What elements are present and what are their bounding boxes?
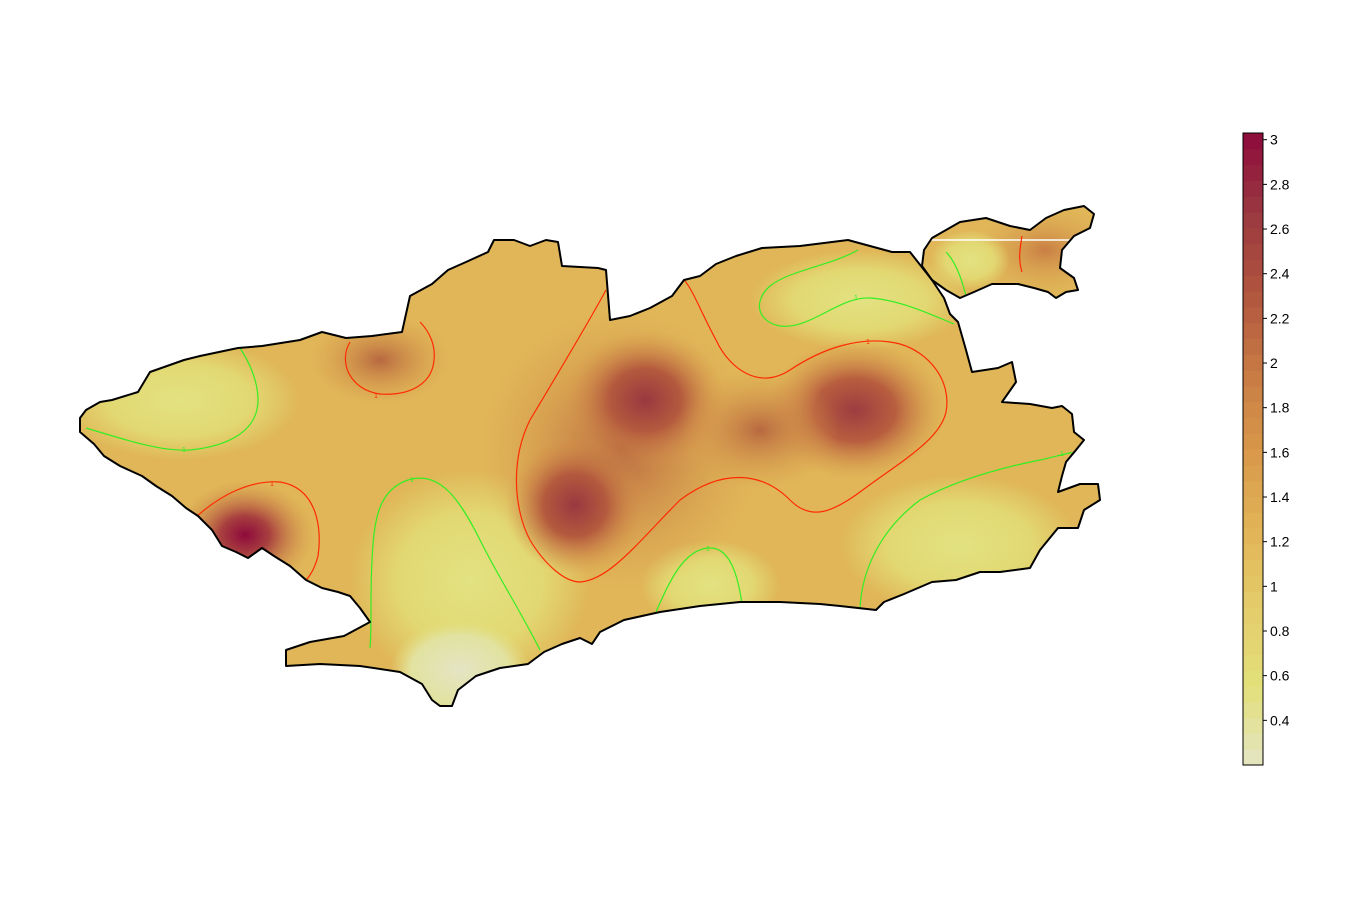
color-scale-band	[1243, 275, 1263, 292]
color-scale-band	[1243, 496, 1263, 513]
color-scale-band	[1243, 512, 1263, 529]
color-scale-band	[1243, 464, 1263, 482]
contour-green-northeast	[758, 249, 955, 327]
color-scale-band	[1243, 654, 1263, 671]
color-scale-band	[1243, 575, 1263, 592]
color-scale-band	[1243, 480, 1263, 497]
color-scale-band	[1243, 607, 1263, 624]
contour-lines	[85, 235, 1079, 651]
contour-label-red: 1	[374, 393, 378, 400]
contour-red-central	[515, 279, 948, 583]
color-scale-tick-label: 1.2	[1270, 534, 1290, 550]
color-scale-tick-label: 3	[1270, 132, 1278, 148]
contour-green-east	[859, 451, 1079, 609]
color-scale-band	[1243, 370, 1263, 387]
color-scale-band	[1243, 543, 1263, 561]
contour-red-northwest	[344, 321, 435, 395]
color-scale-tick-label: 2	[1270, 355, 1278, 371]
contour-label-green: 1	[182, 447, 186, 454]
color-scale-band	[1243, 385, 1263, 403]
contour-labels: 1 1 1 1 1 1 1 1	[182, 295, 1064, 553]
color-scale-band	[1243, 259, 1263, 276]
color-scale-band	[1243, 528, 1263, 545]
color-scale-tick-label: 2.6	[1270, 221, 1290, 237]
color-scale-band	[1243, 686, 1263, 703]
color-scale-band	[1243, 733, 1263, 750]
color-scale-band	[1243, 148, 1263, 166]
contour-green-south-mid	[655, 547, 743, 613]
contour-red-west-peak	[194, 481, 320, 583]
color-scale-band	[1243, 638, 1263, 655]
color-scale-band	[1243, 180, 1263, 197]
contour-label-green: 1	[854, 295, 858, 302]
color-scale-band	[1243, 622, 1263, 640]
color-scale-band	[1243, 670, 1263, 687]
contour-green-west	[85, 347, 259, 451]
contour-label-green: 1	[706, 546, 710, 553]
color-scale-frame	[1242, 132, 1264, 766]
color-scale-band	[1243, 717, 1263, 734]
color-scale-band	[1243, 433, 1263, 450]
color-scale-band	[1243, 591, 1263, 608]
color-scale-tick-label: 0.8	[1270, 623, 1290, 639]
contour-label-red: 1	[270, 481, 274, 488]
contour-red-island	[1019, 235, 1023, 273]
color-scale-band	[1243, 322, 1263, 339]
color-scale-band	[1243, 701, 1263, 719]
color-scale-band	[1243, 417, 1263, 434]
color-scale-band	[1243, 291, 1263, 308]
color-scale-tick-label: 1.6	[1270, 444, 1290, 460]
color-scale-band	[1243, 133, 1263, 150]
color-scale-band	[1243, 559, 1263, 576]
color-scale-band	[1243, 243, 1263, 260]
color-scale-band	[1243, 338, 1263, 355]
heat-surface	[80, 206, 1100, 706]
color-scale-band	[1243, 196, 1263, 213]
contour-green-south-left	[369, 477, 541, 651]
color-scale-legend: 0.4 0.6 0.8 1 1.2 1.4 1.6 1.8 2 2.2 2.4 2.6 2.8 3	[1242, 132, 1290, 766]
contour-label-green: 1	[410, 477, 414, 484]
color-scale-band	[1243, 749, 1263, 766]
color-scale-band	[1243, 449, 1263, 466]
color-scale-band	[1243, 401, 1263, 418]
contour-label-green: 1	[1060, 451, 1064, 458]
contour-label-red: 1	[866, 339, 870, 346]
color-scale-band	[1243, 212, 1263, 229]
contour-green-island	[945, 251, 967, 297]
color-scale-band	[1243, 164, 1263, 181]
color-scale-band	[1243, 227, 1263, 245]
color-scale-tick-label: 2.2	[1270, 310, 1290, 326]
color-scale-bar	[1243, 133, 1263, 766]
color-scale-tick-label: 1.4	[1270, 489, 1290, 505]
color-scale-band	[1243, 354, 1263, 371]
color-scale-tick-label: 0.4	[1270, 712, 1290, 728]
color-scale-tick-label: 0.6	[1270, 668, 1290, 684]
color-scale-tick-label: 2.4	[1270, 266, 1290, 282]
color-scale-tick-label: 1	[1270, 578, 1278, 594]
color-scale-tick-label: 1.8	[1270, 400, 1290, 416]
color-scale-band	[1243, 306, 1263, 324]
color-scale-ticks: 0.4 0.6 0.8 1 1.2 1.4 1.6 1.8 2 2.2 2.4 2.6 2.8 3	[1263, 132, 1290, 728]
color-scale-tick-label: 2.8	[1270, 176, 1290, 192]
